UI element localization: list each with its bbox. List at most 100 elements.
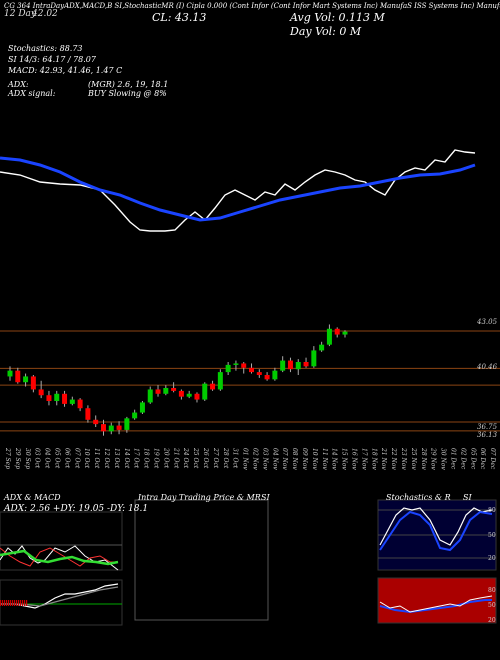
date-label: 03 Oct	[34, 448, 41, 469]
candle-body	[256, 372, 262, 375]
candle-body	[326, 328, 332, 345]
date-label: 29 Nov	[430, 447, 437, 470]
candle-body	[342, 331, 348, 335]
macd-histogram-bar	[2, 600, 4, 606]
macd-histogram-bar	[16, 600, 18, 606]
candle-body	[15, 370, 21, 383]
date-label: 26 Oct	[202, 447, 209, 469]
candle-body	[77, 399, 83, 409]
candle-body	[155, 389, 161, 394]
macd-histogram-bar	[6, 600, 8, 606]
date-prefix: 12 Day	[4, 9, 36, 19]
stoch-panel-si: SI	[463, 493, 472, 502]
candle-body	[147, 389, 153, 403]
candle-body	[85, 408, 91, 420]
si-line	[379, 595, 493, 613]
macd-histogram-bar	[8, 600, 10, 606]
macd-histogram-bar	[22, 600, 24, 606]
date-label: 02 Dec	[459, 448, 466, 470]
date-label: 08 Nov	[291, 448, 298, 470]
macd-line	[0, 583, 119, 609]
candle-body	[93, 419, 99, 425]
date-label: 30 Sep	[24, 448, 31, 469]
candle-body	[210, 383, 216, 390]
macd-histogram-bar	[10, 600, 12, 606]
price-level-2: 40.46	[477, 363, 498, 371]
date-label: 09 Nov	[301, 448, 308, 470]
si-ma-line	[379, 599, 492, 614]
date-label: 28 Nov	[420, 447, 427, 470]
candle-body	[38, 389, 44, 396]
price-line	[0, 149, 476, 232]
candle-body	[233, 363, 239, 365]
candle-body	[319, 344, 325, 351]
date-label: 25 Nov	[410, 447, 417, 470]
candle-body	[295, 362, 301, 370]
date-label: 06 Dec	[479, 448, 486, 470]
adx-panel-title: ADX & MACD	[4, 493, 61, 502]
date-label: 10 Nov	[311, 448, 318, 470]
date-label: 01 Nov	[242, 448, 249, 470]
candle-body	[264, 375, 270, 380]
date-label: 14 Oct	[123, 448, 130, 469]
candle-body	[171, 388, 177, 391]
candle-body	[186, 393, 192, 397]
macd-histogram-bar	[0, 600, 2, 606]
date-label: 07 Dec	[489, 448, 496, 470]
intraday-panel-si: SI	[261, 493, 270, 502]
date-label: 16 Nov	[351, 448, 358, 470]
adx-panel-values: ADX: 2.56 +DY: 19.05 -DY: 18.1	[4, 504, 149, 514]
date-label: 10 Oct	[83, 448, 90, 469]
candle-body	[287, 360, 293, 370]
date-label: 03 Nov	[261, 448, 268, 470]
buy-signal: BUY Slowing @ 8%	[88, 89, 167, 98]
candle-body	[69, 399, 75, 404]
stoch-level-label: 20	[488, 555, 496, 562]
date-label: 02 Nov	[252, 448, 259, 470]
candle-body	[194, 393, 200, 400]
macd-histogram-bar	[4, 600, 6, 606]
macd-histogram-bar	[20, 600, 22, 606]
header-line: CG 364 IntraDayADX,MACD,B SI,StochasticM…	[4, 2, 500, 10]
date-label: 23 Nov	[400, 447, 407, 470]
candle-body	[54, 393, 60, 401]
candle-body	[7, 370, 13, 377]
date-label: 25 Oct	[192, 447, 199, 469]
candle-body	[249, 367, 255, 373]
macd-histogram-bar	[14, 600, 16, 606]
date-label: 24 Oct	[182, 447, 189, 469]
candle-body	[178, 390, 184, 397]
adx-signal-label: ADX signal:	[8, 89, 56, 98]
price-level-3: 36.75	[477, 423, 498, 431]
date-label: 07 Oct	[73, 448, 80, 469]
macd-signal-line	[0, 586, 119, 607]
macd-histogram-bar	[12, 600, 14, 606]
date-label: 05 Oct	[54, 448, 61, 469]
stochastics-label: Stochastics: 88.73	[8, 44, 83, 53]
candle-body	[202, 383, 208, 400]
minus-di-line	[0, 547, 118, 567]
si-level-label: 80	[488, 587, 496, 594]
date-label: 31 Oct	[232, 448, 239, 469]
date-label: 04 Nov	[271, 448, 278, 470]
si-label: SI 14/3: 64.17 / 78.07	[8, 55, 96, 64]
date-label: 06 Oct	[63, 448, 70, 469]
plus-di-line	[0, 549, 119, 566]
day-vol-label: Day Vol: 0 M	[290, 25, 362, 38]
price-level-4: 36.13	[477, 431, 498, 439]
date-label: 17 Nov	[360, 448, 367, 470]
date-label: 18 Nov	[370, 448, 377, 470]
candle-body	[303, 362, 309, 367]
close-label: CL: 43.13	[152, 11, 207, 24]
candle-body	[124, 418, 130, 430]
si-level-label: 50	[488, 602, 496, 609]
si-level-label: 20	[488, 617, 496, 624]
candle-body	[116, 425, 122, 430]
stoch-level-label: 50	[488, 532, 496, 539]
date-label: 11 Nov	[321, 448, 328, 470]
candle-body	[132, 412, 138, 419]
value-top: 42.02	[32, 9, 58, 19]
candle-body	[100, 424, 106, 432]
stoch-level-label: 80	[488, 507, 496, 514]
